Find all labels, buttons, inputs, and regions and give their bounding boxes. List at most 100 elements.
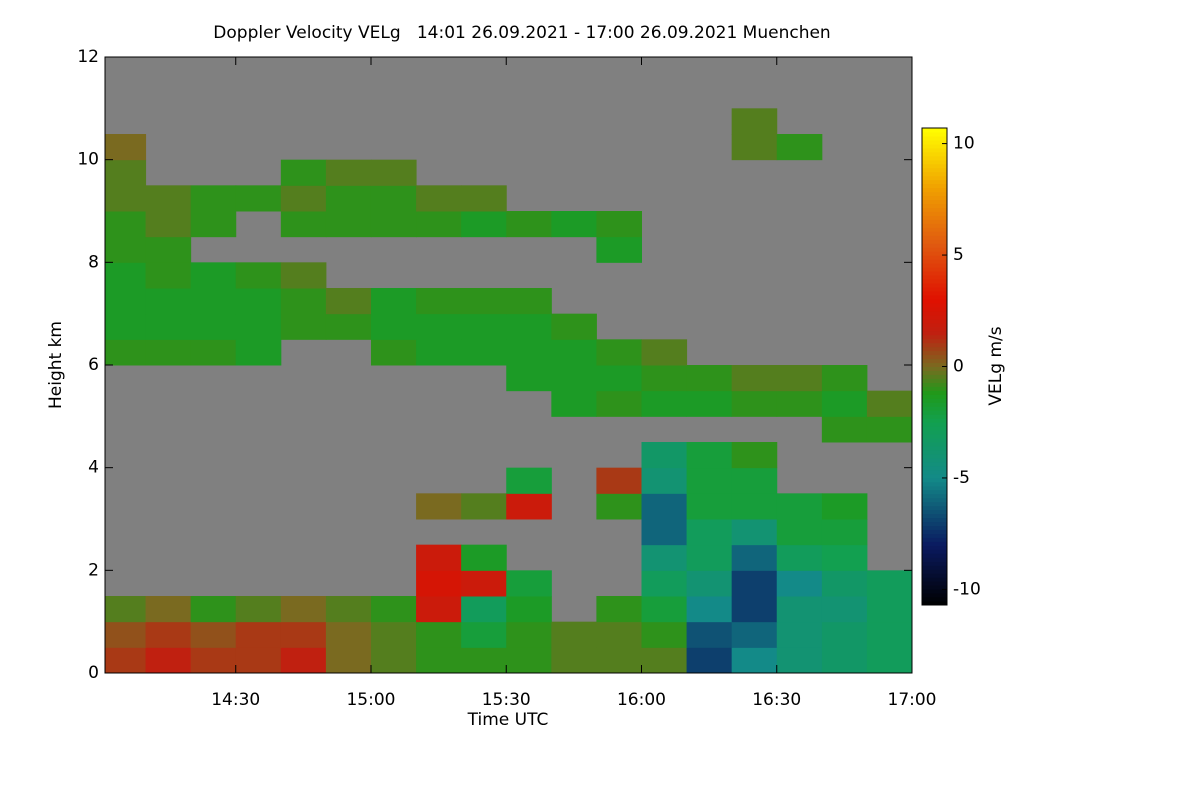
cell	[280, 159, 327, 186]
colorbar-swatch	[922, 163, 947, 169]
colorbar-swatch	[922, 215, 947, 220]
y-tick-label: 2	[88, 560, 99, 580]
cell	[235, 288, 282, 315]
colorbar-swatch	[922, 529, 947, 534]
colorbar-swatch	[922, 517, 947, 523]
cell	[235, 647, 282, 674]
colorbar-swatch	[922, 449, 947, 455]
cell	[325, 288, 372, 315]
cell	[506, 621, 552, 648]
colorbar-swatch	[922, 434, 947, 439]
cell	[686, 544, 733, 571]
colorbar-swatch	[922, 565, 947, 570]
colorbar-swatch	[922, 493, 947, 499]
cell	[596, 365, 642, 392]
cell	[325, 647, 372, 674]
colorbar-swatch	[922, 513, 947, 519]
colorbar-swatch	[922, 489, 947, 495]
cell	[370, 621, 417, 648]
cell	[596, 647, 642, 674]
cell	[105, 647, 147, 674]
cell	[866, 596, 913, 623]
cell	[686, 365, 733, 392]
colorbar-swatch	[922, 410, 947, 415]
colorbar-swatch	[922, 211, 947, 216]
cell	[145, 621, 192, 648]
colorbar-swatch	[922, 390, 947, 395]
colorbar-swatch	[922, 533, 947, 538]
colorbar-swatch	[922, 159, 947, 165]
colorbar-swatch	[922, 589, 947, 594]
colorbar-swatch	[922, 593, 947, 598]
axes: 0 2 4 6 8 10 12 14:30 15:00 15:30 16:00 16:30 17:00	[77, 47, 936, 710]
colorbar-swatch	[922, 191, 947, 197]
cell	[370, 313, 417, 340]
colorbar-swatch	[922, 557, 947, 562]
colorbar-swatch	[922, 175, 947, 181]
cell	[370, 185, 417, 212]
colorbar-swatch	[922, 128, 947, 133]
colorbar-swatch	[922, 362, 947, 367]
cell	[551, 390, 597, 417]
x-tick-label: 15:30	[482, 690, 531, 710]
colorbar-swatch	[922, 267, 947, 272]
cell	[686, 570, 733, 597]
colorbar-swatch	[922, 473, 947, 479]
cell	[506, 313, 552, 340]
cell	[821, 596, 868, 623]
cell	[416, 288, 462, 315]
colorbar-swatch	[922, 310, 947, 316]
cell	[866, 570, 913, 597]
cell	[731, 134, 778, 161]
colorbar-swatch	[922, 151, 947, 157]
cell	[821, 365, 868, 392]
cell	[641, 493, 688, 520]
cell	[416, 621, 462, 648]
x-tick-label: 16:00	[617, 690, 666, 710]
x-axis-label: Time UTC	[467, 710, 549, 730]
cell	[280, 211, 327, 238]
cell	[641, 544, 688, 571]
colorbar-swatch	[922, 302, 947, 308]
colorbar-swatch	[922, 406, 947, 411]
cell	[551, 313, 597, 340]
cell	[731, 108, 778, 135]
cell	[461, 288, 507, 315]
colorbar-tick-label: -10	[953, 579, 981, 599]
y-tick-label: 12	[77, 47, 99, 67]
colorbar-swatch	[922, 521, 947, 526]
colorbar-swatch	[922, 294, 947, 300]
cell	[686, 621, 733, 648]
cell	[461, 211, 507, 238]
colorbar-swatch	[922, 147, 947, 153]
chart-title: Doppler Velocity VELg 14:01 26.09.2021 -…	[213, 23, 830, 43]
colorbar-swatch	[922, 481, 947, 487]
cell	[416, 596, 462, 623]
y-axis-label: Height km	[46, 321, 66, 409]
cell	[105, 339, 147, 366]
colorbar-swatch	[922, 326, 947, 332]
colorbar-swatch	[922, 418, 947, 423]
cell	[461, 596, 507, 623]
colorbar-swatch	[922, 426, 947, 431]
cell	[370, 159, 417, 186]
cell	[641, 621, 688, 648]
cell	[821, 621, 868, 648]
colorbar-label: VELg m/s	[986, 326, 1006, 405]
cell	[280, 621, 327, 648]
colorbar-swatch	[922, 279, 947, 284]
colorbar-swatch	[922, 290, 947, 296]
cell	[190, 313, 237, 340]
colorbar-swatch	[922, 477, 947, 483]
colorbar-swatch	[922, 255, 947, 260]
colorbar-swatch	[922, 505, 947, 511]
cell	[190, 185, 237, 212]
cell	[416, 211, 462, 238]
cell	[596, 236, 642, 263]
colorbar-swatch	[922, 259, 947, 264]
colorbar-swatch	[922, 207, 947, 212]
cell	[416, 544, 462, 571]
cell	[776, 134, 823, 161]
y-tick-label: 4	[88, 458, 99, 478]
cell	[416, 313, 462, 340]
